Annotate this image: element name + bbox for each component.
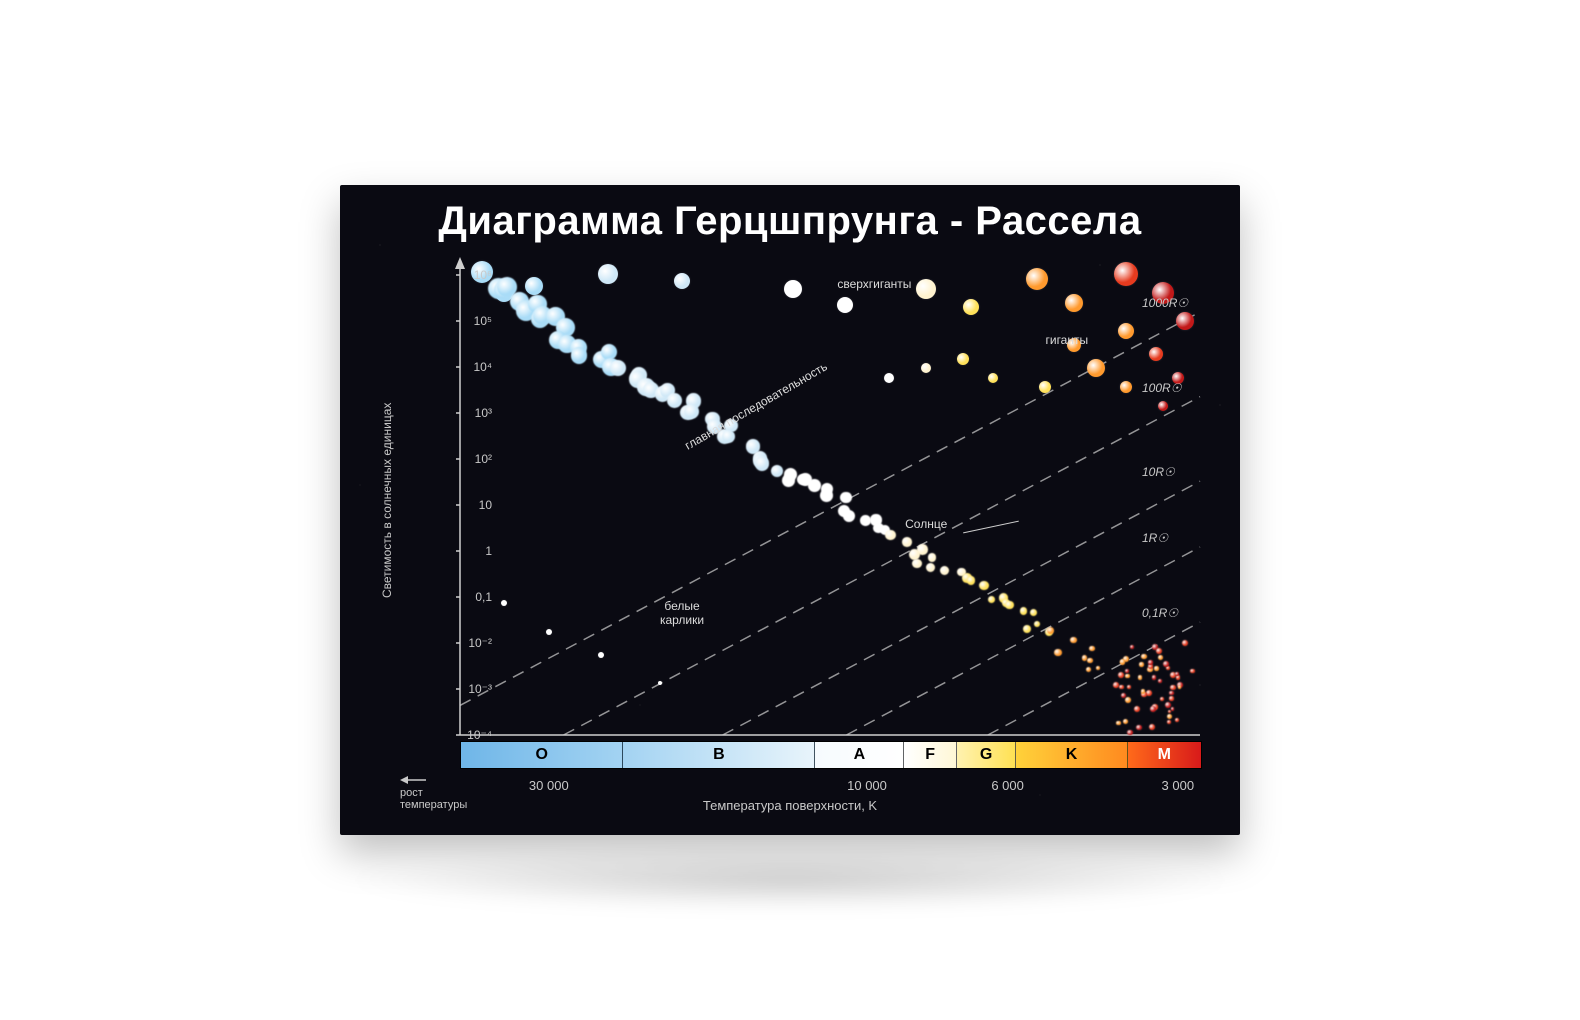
hr-diagram-card: Диаграмма Герцшпрунга - Рассела Светимос… [340,185,1240,835]
plot-area [460,265,1200,735]
star-dot [1020,607,1028,615]
y-tick: 10⁶ [442,269,492,281]
star-dot [1169,696,1173,700]
spectral-segment-F: F [904,742,956,768]
radius-label: 1000R☉ [1142,296,1188,310]
y-tick: 10⁻³ [442,683,492,695]
star-dot [782,474,795,487]
star-dot [1119,685,1124,690]
card-shadow [340,850,1240,910]
spectral-segment-O: O [461,742,623,768]
star-dot [884,373,894,383]
star-dot [1160,697,1164,701]
spectral-segment-M: M [1128,742,1201,768]
star-dot [1146,690,1152,696]
star-dot [1170,685,1176,691]
y-tick: 10⁴ [442,361,492,373]
star-dot [1149,347,1163,361]
star-dot [1047,627,1054,634]
star-dot [1067,338,1081,352]
star-dot [1070,637,1076,643]
star-dot [1039,381,1051,393]
star-dot [598,652,604,658]
radius-label: 0,1R☉ [1142,606,1178,620]
y-tick: 10⁵ [442,315,492,327]
star-dot [1158,679,1162,683]
star-dot [684,404,699,419]
spectral-class-bar: OBAFGKM [460,741,1202,769]
chart-title: Диаграмма Герцшпрунга - Рассела [340,199,1240,244]
y-tick: 0,1 [442,591,492,603]
star-dot [784,280,802,298]
spectral-segment-K: K [1016,742,1127,768]
star-dot [1087,658,1092,663]
star-dot [1152,675,1156,679]
y-tick: 10³ [442,407,492,419]
star-dot [1150,706,1156,712]
star-dot [988,373,998,383]
page-stage: Диаграмма Герцшпрунга - Рассела Светимос… [0,0,1580,1020]
star-dot [808,479,821,492]
star-dot [1120,659,1125,664]
star-dot [1182,640,1188,646]
star-dot [1148,660,1152,664]
radius-label: 10R☉ [1142,465,1175,479]
y-tick: 1 [442,545,492,557]
star-dot [1158,655,1163,660]
star-dot [1138,675,1142,679]
star-dot [917,544,928,555]
radius-label: 1R☉ [1142,531,1168,545]
star-dot [1141,689,1146,694]
spectral-segment-A: A [815,742,904,768]
star-dot [1125,674,1130,679]
spectral-segment-B: B [623,742,815,768]
y-tick: 10⁻² [442,637,492,649]
star-dot [885,530,896,541]
star-dot [1118,672,1124,678]
star-dot [1163,661,1169,667]
star-dot [1175,672,1179,676]
x-tick: 10 000 [847,778,887,793]
star-dot [1030,609,1037,616]
x-tick: 3 000 [1162,778,1195,793]
star-dot [1065,294,1083,312]
x-tick: 6 000 [991,778,1024,793]
star-dot [1127,730,1132,735]
star-dot [1130,645,1134,649]
star-dot [1034,621,1040,627]
star-dot [1141,654,1146,659]
star-dot [902,537,912,547]
star-dot [1158,401,1168,411]
y-tick: 10² [442,453,492,465]
star-dot [1118,323,1134,339]
star-dot [1089,646,1095,652]
spectral-segment-G: G [957,742,1017,768]
star-dot [771,465,783,477]
star-dot [1171,707,1174,710]
star-dot [1154,666,1158,670]
sun-pointer-line [963,521,1019,533]
star-dot [979,581,988,590]
star-dot [1005,601,1013,609]
star-dot [1125,697,1131,703]
star-dot [1165,702,1171,708]
star-dot [1139,662,1143,666]
star-dot [963,299,979,315]
radius-label: 100R☉ [1142,381,1181,395]
star-dot [546,629,552,635]
star-dot [837,297,853,313]
x-tick: 30 000 [529,778,569,793]
star-dot [1054,649,1061,656]
star-dot [916,279,936,299]
star-dot [988,596,995,603]
star-dot [797,474,809,486]
star-dot [755,456,770,471]
star-dot [1148,664,1153,669]
star-dot [1190,669,1194,673]
y-tick: 10⁻⁴ [442,729,492,741]
y-tick: 10 [442,499,492,511]
x-axis-label: Температура поверхности, K [340,798,1240,813]
star-dot [873,523,883,533]
y-axis-label: Светимость в солнечных единицах [380,265,394,735]
